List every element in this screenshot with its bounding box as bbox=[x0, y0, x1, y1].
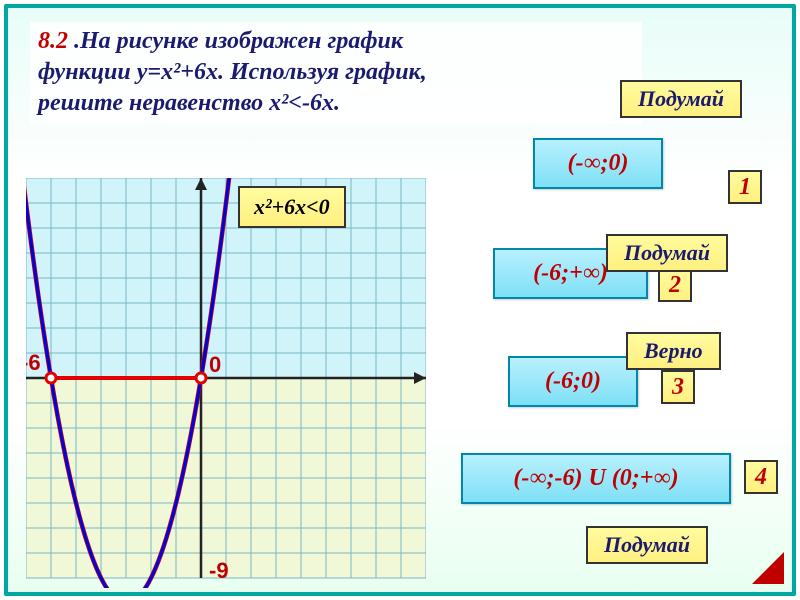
problem-number: 8.2 bbox=[38, 28, 68, 54]
answer-option-3[interactable]: (-6;0) bbox=[508, 356, 638, 407]
graph-area: 0 -6 -9 bbox=[26, 178, 426, 588]
svg-text:0: 0 bbox=[209, 352, 221, 377]
answer-badge-2: 2 bbox=[658, 268, 692, 302]
inequality-text: x²+6x<0 bbox=[254, 194, 330, 219]
problem-line1: .На рисунке изображен график bbox=[74, 28, 403, 54]
answer-badge-4: 4 bbox=[744, 460, 778, 494]
inequality-box: x²+6x<0 bbox=[238, 186, 346, 228]
problem-line3: решите неравенство x²<-6x. bbox=[38, 90, 340, 116]
answer-badge-3: 3 bbox=[661, 370, 695, 404]
problem-text: 8.2 .На рисунке изображен график функции… bbox=[30, 22, 642, 124]
problem-line2: функции y=x²+6x. Используя график, bbox=[38, 59, 427, 85]
answer-option-1[interactable]: (-∞;0) bbox=[533, 138, 663, 189]
svg-text:-9: -9 bbox=[209, 558, 229, 583]
svg-text:-6: -6 bbox=[26, 350, 41, 375]
slide-frame: 8.2 .На рисунке изображен график функции… bbox=[4, 4, 796, 596]
hint-2: Подумай bbox=[606, 234, 728, 272]
graph-svg: 0 -6 -9 bbox=[26, 178, 426, 588]
hint-3: Верно bbox=[626, 332, 721, 370]
answer-badge-1: 1 bbox=[728, 170, 762, 204]
next-arrow-icon[interactable] bbox=[752, 552, 784, 584]
hint-4: Подумай bbox=[586, 526, 708, 564]
hint-1: Подумай bbox=[620, 80, 742, 118]
answer-option-4[interactable]: (-∞;-6) U (0;+∞) bbox=[461, 453, 731, 504]
